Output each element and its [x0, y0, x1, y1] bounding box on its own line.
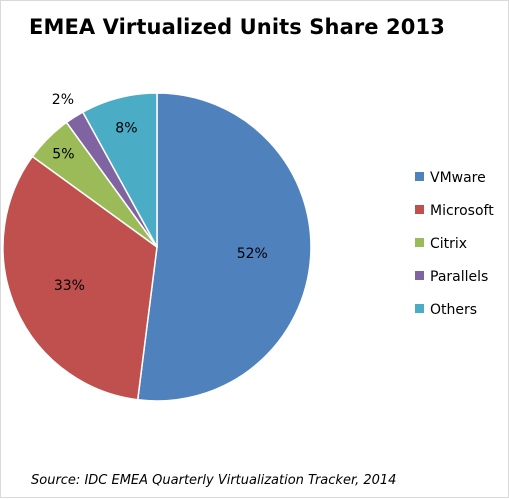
pie-slice-microsoft: [2, 155, 158, 401]
legend-label-parallels: Parallels: [430, 269, 488, 285]
pie-slices: [2, 92, 312, 402]
legend-label-others: Others: [430, 302, 477, 318]
legend-label-citrix: Citrix: [430, 236, 467, 252]
pie-slice-others: [81, 92, 158, 248]
slice-label-microsoft: 33%: [54, 278, 85, 294]
legend-swatch-microsoft: [415, 205, 424, 214]
source-note: Source: IDC EMEA Quarterly Virtualizatio…: [31, 473, 397, 488]
legend-swatch-citrix: [415, 238, 424, 247]
legend-swatch-others: [415, 304, 424, 313]
slice-label-vmware: 52%: [237, 246, 268, 262]
slice-labels: 52% 33% 5% 2% 8%: [52, 92, 268, 294]
legend-swatch-parallels: [415, 271, 424, 280]
slice-label-others: 8%: [115, 121, 137, 137]
pie-slice-vmware: [136, 92, 312, 402]
slice-label-citrix: 5%: [52, 146, 74, 162]
legend-swatch-vmware: [415, 172, 424, 181]
slice-label-parallels: 2%: [52, 92, 74, 108]
chart-title: EMEA Virtualized Units Share 2013: [29, 15, 445, 39]
legend: VMware Microsoft Citrix Parallels Others: [415, 170, 494, 318]
legend-label-microsoft: Microsoft: [430, 203, 494, 219]
legend-label-vmware: VMware: [430, 170, 486, 186]
